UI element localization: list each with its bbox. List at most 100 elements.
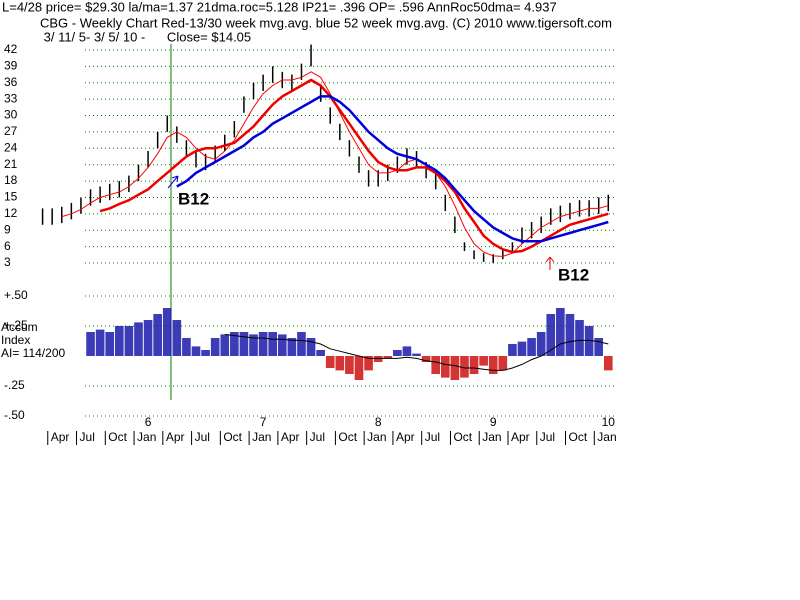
accum-bar [536,332,546,356]
accum-bar [364,356,373,371]
accum-bar [134,322,143,356]
annotation: AI= 114/200 [1,346,65,360]
accum-bar [191,346,201,356]
ma-line [99,78,609,254]
accum-bar [575,320,584,356]
y-tick-label: 21 [4,157,18,171]
y-tick-label: 12 [4,206,18,220]
accum-bar [287,338,297,356]
plot-layer: 3691215182124273033363942+.50+.25-.25-.5… [4,42,617,445]
arrow [545,256,555,270]
ma-line [224,333,609,371]
accum-bar [230,332,239,356]
x-tick-label: Jan [597,430,616,444]
accum-bar [460,356,469,378]
accum-bar [124,326,134,356]
x-tick-label: Oct [569,430,588,444]
y-tick-label: 33 [4,91,18,105]
x-tick-label: Apr [396,430,415,444]
accum-bar [508,344,517,356]
header-line: 3/ 11/ 5- 3/ 5/ 10 - Close= $14.05 [40,29,251,44]
header-line: CBG - Weekly Chart Red-13/30 week mvg.av… [40,15,612,30]
x-tick-label: Oct [453,430,472,444]
accum-bar [556,308,565,356]
accum-bar [517,341,527,356]
accum-bar [584,326,594,356]
x-tick-label: Jul [80,430,95,444]
x-tick-label: Oct [338,430,357,444]
y-label: Accum [1,320,38,334]
accum-bar [182,338,191,356]
accum-bar [325,356,335,368]
y-tick-label: 15 [4,190,18,204]
accum-bar [354,356,364,380]
arrow [167,175,179,189]
accum-bar [249,334,258,356]
accum-bar [316,350,325,356]
x-tick-label: Apr [51,430,70,444]
accum-bar [105,332,115,356]
accum-bar [268,332,278,356]
x-tick-label: Apr [166,430,185,444]
y-tick-label: 9 [4,222,11,236]
y-tick-label: +.50 [4,288,28,302]
accum-bar [383,356,393,359]
x-tick-label: Jul [195,430,210,444]
y-tick-label: -.50 [4,408,25,422]
accum-bar [297,332,306,356]
x-tick-label: Oct [223,430,242,444]
accum-bar [421,356,431,362]
accum-bar [527,338,536,356]
accum-bar [114,326,124,356]
accum-bar [440,356,450,378]
accum-bar [412,353,421,356]
accum-bar [345,356,354,374]
accum-bar [479,356,488,366]
accum-bar [565,314,575,356]
ma-line [176,95,609,243]
x-tick-label: Jul [425,430,440,444]
accum-bar [450,356,460,380]
y-tick-label: 27 [4,124,18,138]
y-tick-label: 6 [4,239,11,253]
y-tick-label: 39 [4,59,18,73]
annotation: B12 [178,189,209,208]
y-tick-label: -.25 [4,378,25,392]
accum-bar [306,338,316,356]
accum-bar [431,356,441,374]
y-tick-label: +.25 [4,318,28,332]
accum-bar [498,356,508,371]
year-label: 8 [375,415,382,429]
accum-bar [239,332,249,356]
accum-bar [220,334,230,356]
accum-bar [153,314,162,356]
annotation: B12 [558,265,589,284]
accum-bar [488,356,498,374]
y-tick-label: 18 [4,173,18,187]
x-tick-label: Apr [511,430,530,444]
y-tick-label: 3 [4,255,11,269]
accum-bar [143,320,153,356]
accum-bar [469,356,479,374]
y-tick-label: 36 [4,75,18,89]
y-label: Index [1,333,30,347]
x-tick-label: Oct [108,430,127,444]
y-tick-label: 42 [4,42,18,56]
x-tick-label: Jan [367,430,386,444]
accum-bar [402,346,412,356]
year-label: 9 [490,415,497,429]
accum-bar [162,308,172,356]
header-line: L=4/28 price= $29.30 la/ma=1.37 21dma.ro… [2,0,557,14]
accum-bar [594,338,604,356]
accum-bar [172,320,182,356]
x-tick-label: Jul [540,430,555,444]
x-tick-label: Jan [482,430,501,444]
x-tick-label: Jan [137,430,156,444]
accum-bar [95,329,105,356]
year-label: 7 [260,415,267,429]
accum-bar [201,350,210,356]
y-tick-label: 30 [4,108,18,122]
accum-bar [277,334,287,356]
accum-bar [210,338,220,356]
